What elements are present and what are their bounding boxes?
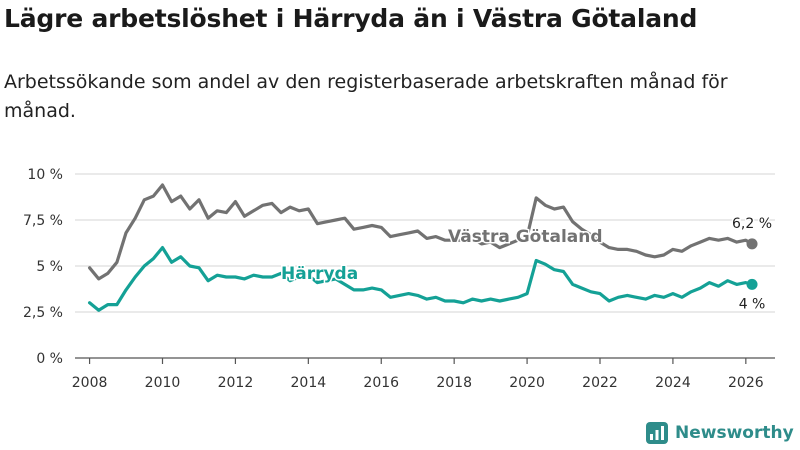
x-tick-label: 2010	[145, 375, 181, 391]
gridlines	[75, 173, 775, 359]
y-tick-label: 10 %	[27, 167, 63, 183]
chart-subtitle: Arbetssökande som andel av den registerb…	[4, 71, 728, 122]
x-tick-label: 2016	[363, 375, 399, 391]
x-tick-label: 2018	[436, 375, 472, 391]
y-axis-ticks: 0 % 2,5 % 5 % 7,5 % 10 %	[23, 167, 63, 367]
chart-title: Lägre arbetslöshet i Härryda än i Västra…	[4, 4, 698, 33]
newsworthy-logo[interactable]: Newsworthy	[645, 420, 794, 446]
series-line-harryda	[87, 246, 754, 312]
end-point-harryda	[746, 278, 758, 290]
brand-name: Newsworthy	[675, 423, 794, 443]
series-label-vastra-gotaland: Västra Götaland	[448, 227, 603, 247]
end-label-vastra-gotaland: 6,2 %	[732, 216, 772, 232]
x-tick-label: 2020	[509, 375, 545, 391]
y-tick-label: 5 %	[36, 259, 63, 275]
x-tick-label: 2026	[728, 375, 764, 391]
end-label-harryda: 4 %	[739, 296, 766, 312]
series-labels: Västra Götaland Härryda 6,2 % 4 %	[280, 214, 774, 313]
series-line-vastra-gotaland	[87, 183, 754, 281]
series-lines	[87, 183, 758, 312]
end-point-vastra-gotaland	[746, 238, 758, 250]
x-axis: 2008 2010 2012 2014 2016 2018 2020 2022 2024 2026	[72, 358, 764, 391]
x-tick-label: 2022	[582, 375, 618, 391]
bar-chart-icon	[646, 422, 668, 444]
x-tick-label: 2008	[72, 375, 108, 391]
x-tick-label: 2024	[655, 375, 691, 391]
series-label-harryda: Härryda	[281, 264, 358, 284]
y-tick-label: 2,5 %	[23, 305, 63, 321]
x-tick-label: 2014	[291, 375, 327, 391]
y-tick-label: 7,5 %	[23, 213, 63, 229]
y-tick-label: 0 %	[36, 351, 63, 367]
x-tick-label: 2012	[218, 375, 254, 391]
